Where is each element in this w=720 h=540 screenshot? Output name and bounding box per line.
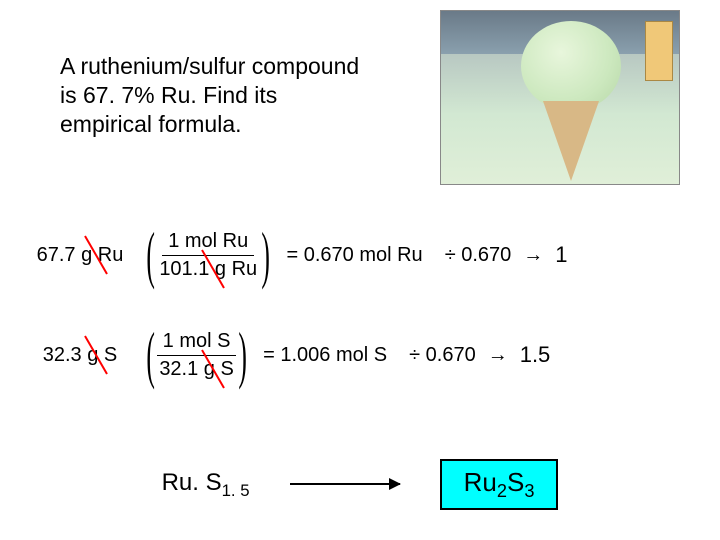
ru-frac-den: 101.1 g Ru — [153, 256, 263, 283]
s-conversion-factor: ( 1 mol S 32.1 g S ) — [140, 325, 253, 385]
arrow-icon: → — [488, 344, 508, 367]
calc-row-ru: 67.7 g Ru ( 1 mol Ru 101.1 g Ru ) = 0.67… — [20, 215, 700, 295]
ru-ratio: 1 — [555, 242, 567, 268]
s-ratio: 1.5 — [520, 342, 551, 368]
arrow-icon: → — [523, 244, 543, 267]
right-paren: ) — [262, 225, 271, 285]
s-mass: 32.3 g S — [20, 344, 140, 367]
ru-mass: 67.7 g Ru — [20, 244, 140, 267]
ice-cream-photo — [440, 10, 680, 185]
s-frac-den: 32.1 g S — [153, 356, 240, 383]
ru-frac-num: 1 mol Ru — [162, 228, 254, 256]
answer-row: Ru. S1. 5 Ru2S3 — [0, 459, 720, 510]
ru-mass-text: 67.7 g Ru — [37, 244, 124, 266]
ru-moles-result: = 0.670 mol Ru — [286, 244, 422, 267]
s-mass-text: 32.3 g S — [43, 344, 118, 366]
intermediate-formula: Ru. S1. 5 — [162, 469, 250, 501]
s-divide: ÷ 0.670 — [409, 344, 476, 367]
ice-cream-scoop — [521, 21, 621, 111]
problem-prompt: A ruthenium/sulfur compound is 67. 7% Ru… — [60, 52, 360, 138]
right-paren: ) — [238, 325, 247, 385]
ice-cream-cone — [531, 101, 611, 181]
arrow-long-icon — [290, 483, 400, 485]
calc-row-s: 32.3 g S ( 1 mol S 32.1 g S ) = 1.006 mo… — [20, 315, 700, 395]
ru-divide: ÷ 0.670 — [445, 244, 512, 267]
ru-conversion-factor: ( 1 mol Ru 101.1 g Ru ) — [140, 225, 276, 285]
open-sign — [645, 21, 673, 81]
calculation-block: 67.7 g Ru ( 1 mol Ru 101.1 g Ru ) = 0.67… — [20, 215, 700, 415]
s-moles-result: = 1.006 mol S — [263, 344, 387, 367]
final-formula: Ru2S3 — [440, 459, 559, 510]
s-frac-num: 1 mol S — [157, 328, 237, 356]
